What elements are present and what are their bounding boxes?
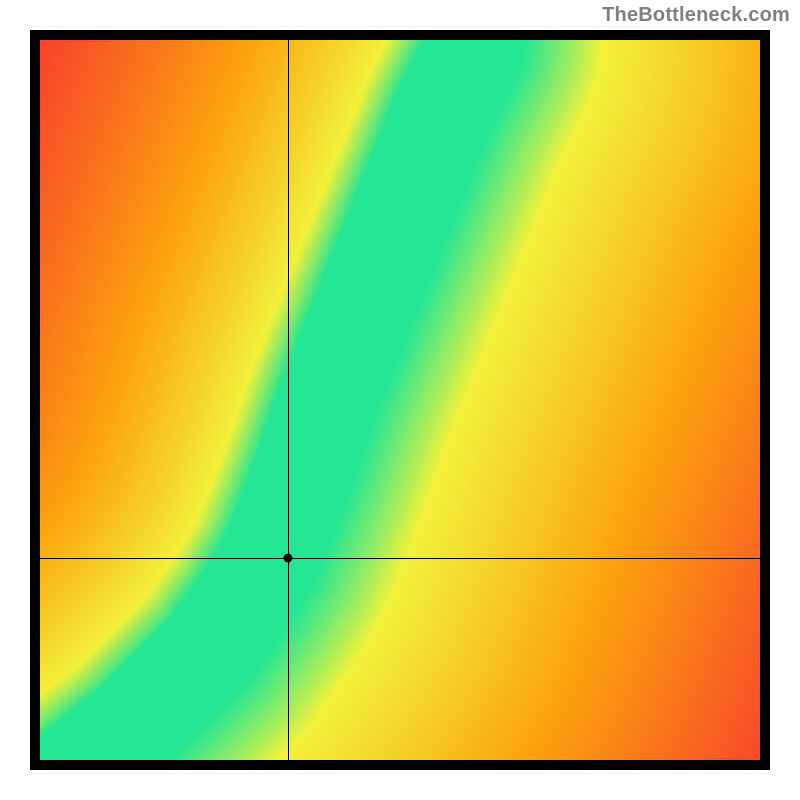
plot-frame (30, 30, 770, 770)
crosshair-marker (284, 554, 293, 563)
heatmap-canvas (40, 40, 760, 760)
crosshair-vertical (288, 40, 289, 760)
plot-area (40, 40, 760, 760)
watermark-text: TheBottleneck.com (602, 4, 790, 27)
crosshair-horizontal (40, 558, 760, 559)
